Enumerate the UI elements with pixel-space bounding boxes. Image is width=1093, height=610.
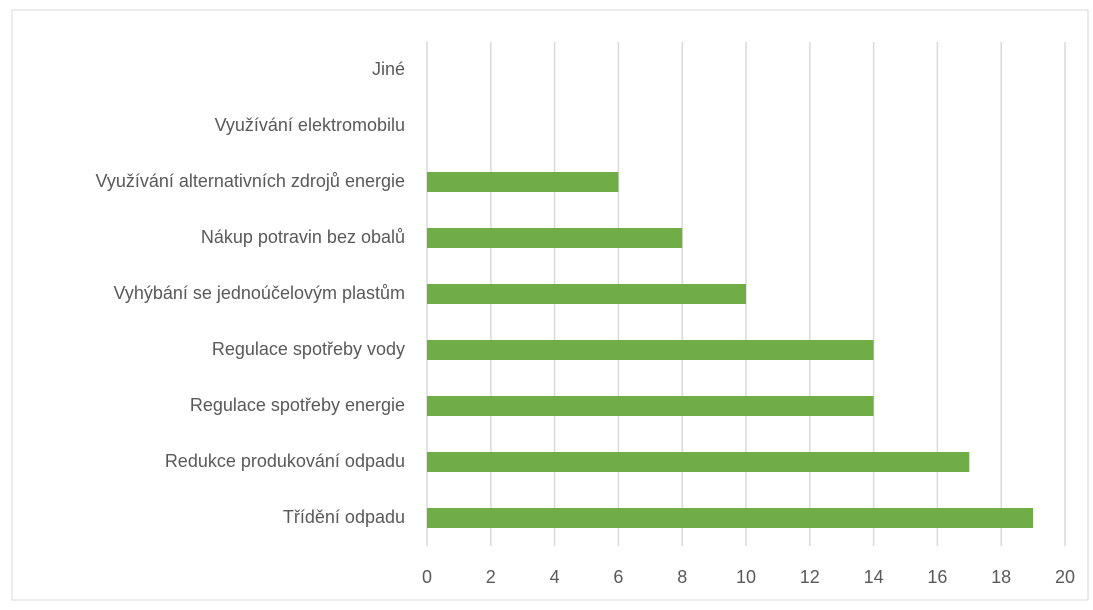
y-tick-label: Třídění odpadu (283, 507, 405, 527)
x-tick-label: 20 (1055, 567, 1075, 587)
x-tick-label: 12 (800, 567, 820, 587)
y-tick-label: Nákup potravin bez obalů (201, 227, 405, 247)
y-tick-label: Využívání elektromobilu (215, 115, 405, 135)
bar (427, 284, 746, 304)
y-tick-label: Jiné (372, 59, 405, 79)
x-tick-label: 10 (736, 567, 756, 587)
x-tick-label: 4 (550, 567, 560, 587)
y-tick-label: Regulace spotřeby energie (190, 395, 405, 415)
x-tick-label: 8 (677, 567, 687, 587)
bar (427, 228, 683, 248)
chart-border (11, 9, 1089, 601)
bar (427, 340, 874, 360)
x-tick-label: 0 (422, 567, 432, 587)
y-tick-label: Využívání alternativních zdrojů energie (95, 171, 405, 191)
x-tick-label: 14 (864, 567, 884, 587)
y-tick-label: Redukce produkování odpadu (165, 451, 405, 471)
bar (427, 396, 874, 416)
x-tick-label: 18 (991, 567, 1011, 587)
x-tick-label: 2 (486, 567, 496, 587)
bar (427, 452, 970, 472)
x-tick-label: 6 (613, 567, 623, 587)
bar (427, 508, 1034, 528)
y-tick-label: Regulace spotřeby vody (212, 339, 405, 359)
x-tick-label: 16 (927, 567, 947, 587)
y-tick-label: Vyhýbání se jednoúčelovým plastům (114, 283, 406, 303)
bar (427, 172, 619, 192)
